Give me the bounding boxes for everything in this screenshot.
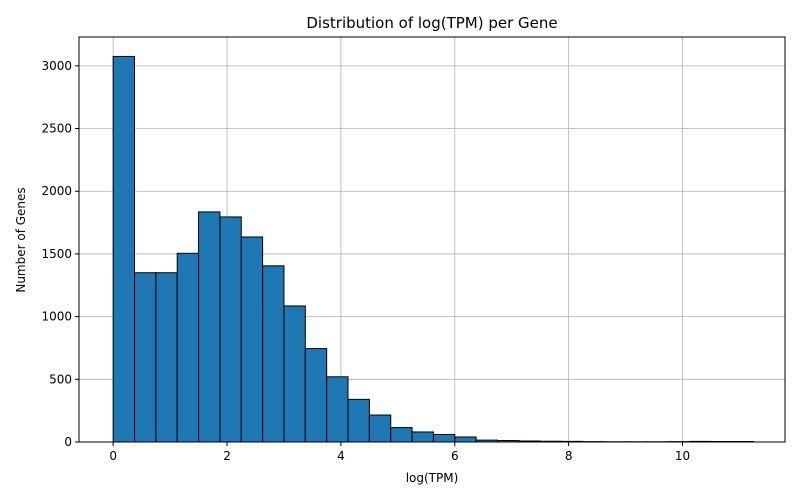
histogram-bars (112, 55, 755, 443)
x-tick-label: 0 (109, 449, 117, 463)
plot-area-frame (78, 36, 786, 443)
x-tick-label: 10 (675, 449, 690, 463)
x-tick-label: 4 (337, 449, 345, 463)
y-tick-label: 3000 (41, 59, 72, 73)
histogram-bar (219, 216, 242, 443)
histogram-bar (240, 236, 264, 443)
y-tick-label: 1000 (41, 310, 72, 324)
histogram-bar (411, 431, 434, 443)
y-tick-label: 2500 (41, 122, 72, 136)
x-tick-label: 2 (223, 449, 231, 463)
y-tick-label: 500 (49, 372, 72, 386)
x-axis-label: log(TPM) (406, 471, 459, 485)
histogram-bar (112, 55, 136, 443)
histogram-bar (347, 398, 370, 443)
histogram-bar (198, 211, 221, 443)
histogram-bar (304, 348, 328, 443)
histogram-bar (326, 376, 349, 443)
histogram-bar (176, 252, 200, 443)
histogram-bar (390, 427, 413, 443)
histogram-bar (454, 436, 477, 443)
y-tick-label: 0 (64, 435, 72, 449)
histogram-bar (262, 265, 285, 443)
histogram-bar (134, 272, 157, 443)
histogram-bar (283, 305, 306, 443)
y-tick-label: 2000 (41, 184, 72, 198)
y-tick-label: 1500 (41, 247, 72, 261)
grid-lines (79, 37, 785, 443)
y-axis-label: Number of Genes (14, 187, 28, 292)
x-tick-label: 8 (565, 449, 573, 463)
y-axis-ticks: 0 500 1000 1500 2000 2500 3000 (41, 59, 79, 449)
histogram-bar (432, 433, 456, 443)
x-tick-label: 6 (451, 449, 459, 463)
histogram-bar (155, 272, 178, 443)
chart-title: Distribution of log(TPM) per Gene (306, 14, 557, 32)
x-axis-ticks: 0 2 4 6 8 10 (109, 442, 690, 463)
histogram-bar (368, 414, 392, 443)
